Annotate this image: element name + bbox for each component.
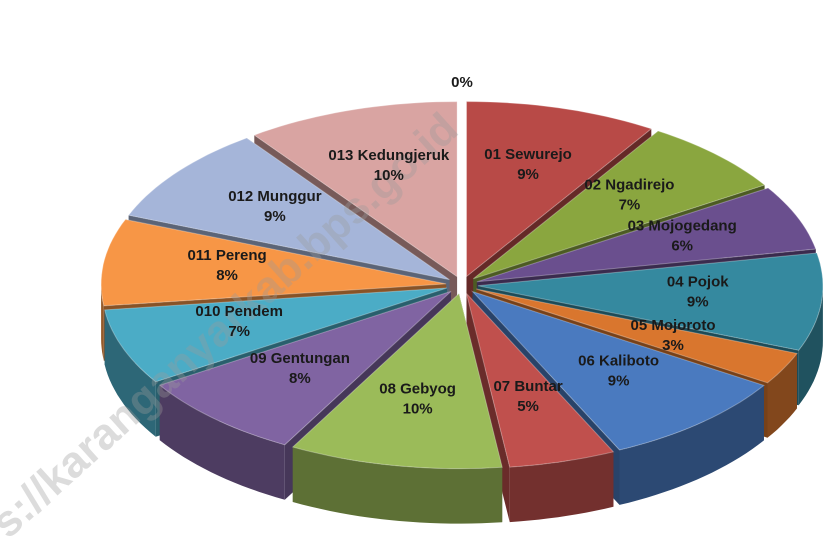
data-label: 010 Pendem 7% xyxy=(195,303,283,340)
category-label: 06 Kaliboto xyxy=(578,353,659,370)
value-label: 8% xyxy=(216,267,238,284)
value-label: 5% xyxy=(517,398,539,415)
slice-side xyxy=(292,447,503,524)
category-label: 02 Ngadirejo xyxy=(584,177,674,194)
category-label: 08 Gebyog xyxy=(379,381,456,398)
data-label: 09 Gentungan 8% xyxy=(250,350,350,387)
category-label: 012 Munggur xyxy=(228,188,322,205)
slice-top xyxy=(253,101,458,278)
data-label: 0% xyxy=(451,74,473,91)
category-label: 010 Pendem xyxy=(195,303,283,320)
slice xyxy=(291,292,503,524)
slice-top xyxy=(477,252,824,351)
slice-side xyxy=(104,309,156,437)
slice-top xyxy=(466,293,615,468)
slice-top xyxy=(104,287,448,383)
slice-side xyxy=(159,385,285,500)
data-label: 07 Buntar 5% xyxy=(493,378,562,415)
category-label: 01 Sewurejo xyxy=(484,146,572,163)
value-label: 10% xyxy=(403,401,433,418)
category-label: 09 Gentungan xyxy=(250,350,350,367)
slice-side xyxy=(798,285,823,406)
value-label: 7% xyxy=(619,197,641,214)
value-label: 9% xyxy=(687,293,709,310)
slice-top xyxy=(100,218,447,307)
slice-side xyxy=(101,283,104,361)
value-label: 7% xyxy=(228,323,250,340)
data-label: 08 Gebyog 10% xyxy=(379,381,456,418)
value-label: 9% xyxy=(264,208,286,225)
slice-side xyxy=(767,353,797,438)
category-label: 05 Mojoroto xyxy=(630,317,715,334)
slice-side xyxy=(509,451,614,523)
slice-top xyxy=(470,290,765,451)
slice-top xyxy=(466,100,653,278)
slice-top xyxy=(291,292,503,470)
value-label: 6% xyxy=(671,238,693,255)
value-label: 3% xyxy=(662,337,684,354)
category-label: 04 Pojok xyxy=(667,273,729,290)
slice-top xyxy=(476,187,817,283)
value-label: 0% xyxy=(451,74,473,91)
data-label: 013 Kedungjeruk 10% xyxy=(328,147,450,184)
slice-top xyxy=(476,288,798,384)
category-label: 07 Buntar xyxy=(493,378,562,395)
category-label: 013 Kedungjeruk xyxy=(328,147,450,164)
value-label: 10% xyxy=(374,167,404,184)
value-label: 8% xyxy=(289,370,311,387)
data-label: 012 Munggur 9% xyxy=(228,188,322,225)
slice-top xyxy=(158,290,452,446)
slice-top xyxy=(472,130,766,280)
slice-side xyxy=(619,385,764,505)
data-label: 04 Pojok 9% xyxy=(667,273,729,310)
pie xyxy=(100,100,824,524)
data-label: 011 Pereng 8% xyxy=(187,247,266,284)
data-label: 03 Mojogedang 6% xyxy=(628,218,737,255)
category-label: 03 Mojogedang xyxy=(628,218,737,235)
data-label: 05 Mojoroto 3% xyxy=(630,317,715,354)
slice-top xyxy=(127,137,450,281)
data-label: 02 Ngadirejo 7% xyxy=(584,177,674,214)
data-label: 06 Kaliboto 9% xyxy=(578,353,659,390)
category-label: 011 Pereng xyxy=(187,247,266,264)
data-label: 01 Sewurejo 9% xyxy=(484,146,572,183)
slice xyxy=(466,293,615,523)
value-label: 9% xyxy=(608,373,630,390)
value-label: 9% xyxy=(517,166,539,183)
